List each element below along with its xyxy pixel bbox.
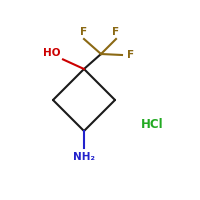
Text: F: F [112,27,120,37]
Text: HCl: HCl [141,117,163,130]
Text: F: F [80,27,88,37]
Text: HO: HO [42,48,60,58]
Text: NH₂: NH₂ [73,152,95,162]
Text: F: F [127,50,134,60]
